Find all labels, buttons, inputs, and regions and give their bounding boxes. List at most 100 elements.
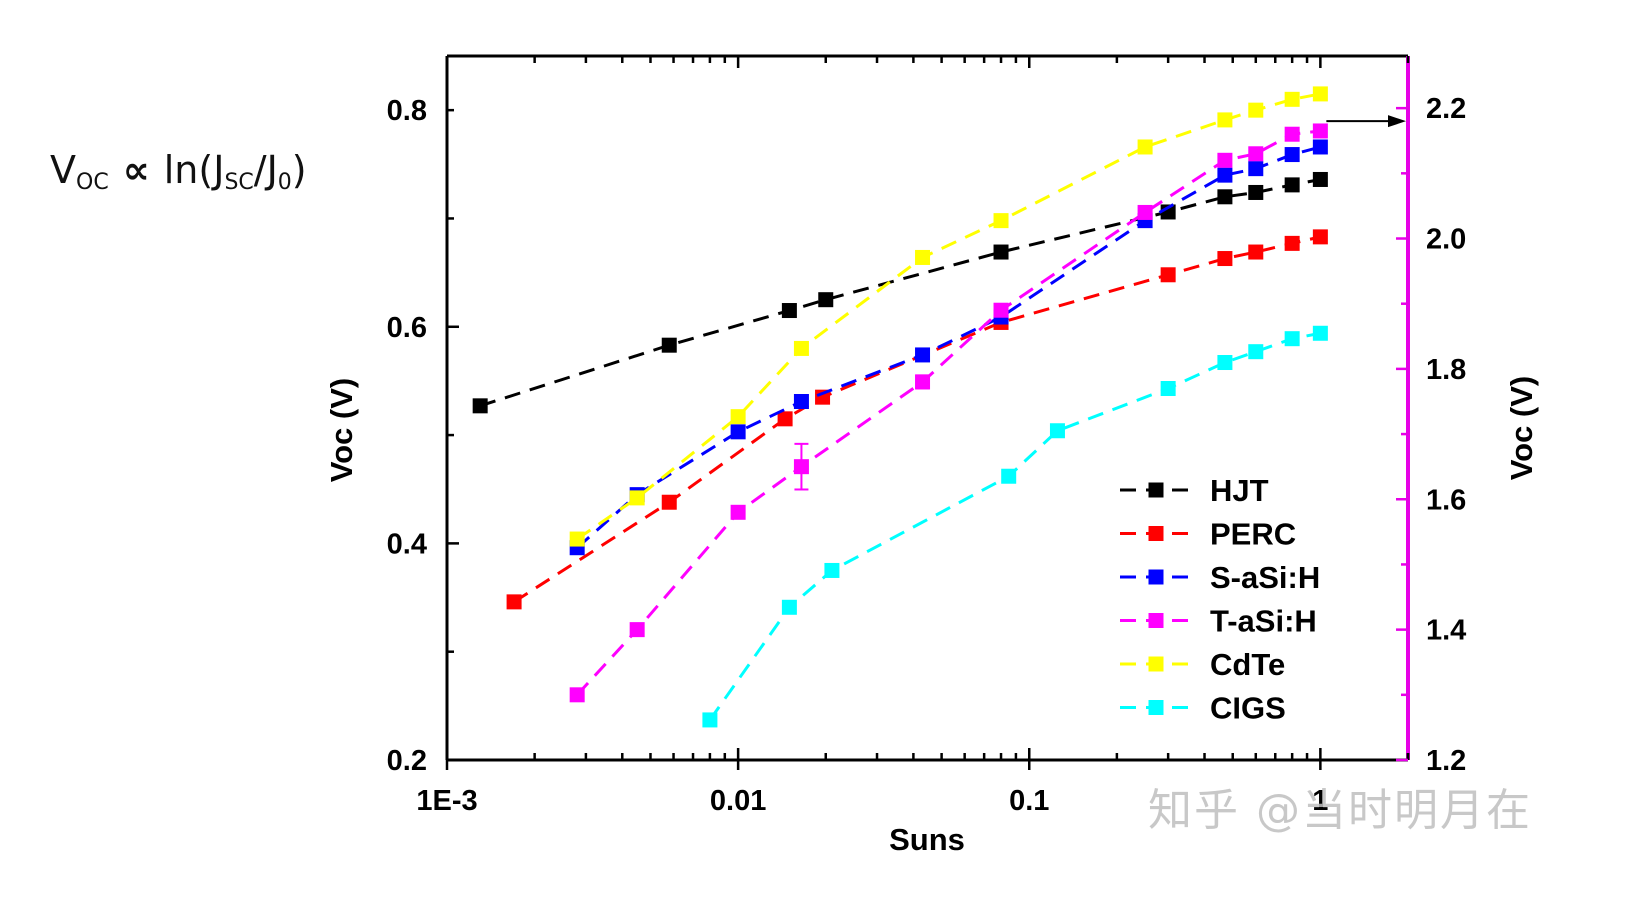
- data-point: [1312, 139, 1328, 155]
- legend-marker: [1148, 613, 1164, 628]
- chart-legend: HJT PERC S-aSi:H T-aSi:H CdTe CIGS: [1120, 473, 1320, 726]
- series-hjt: [472, 171, 1328, 414]
- series-line: [479, 177, 1321, 408]
- watermark: 知乎 @当时明月在: [1148, 785, 1532, 836]
- y-tick-label: 0.6: [387, 312, 427, 344]
- formula-jsc-sub: SC: [224, 170, 254, 195]
- data-point: [730, 424, 746, 440]
- data-point: [1248, 184, 1264, 200]
- data-point: [569, 531, 585, 547]
- data-point: [1312, 229, 1328, 245]
- legend-marker: [1148, 526, 1164, 541]
- y2-tick-label: 1.4: [1426, 615, 1466, 647]
- data-point: [1248, 161, 1264, 177]
- data-point: [1312, 325, 1328, 341]
- data-point: [1137, 204, 1153, 220]
- y2-tick-label: 1.2: [1426, 745, 1466, 777]
- data-point: [661, 337, 677, 353]
- data-point: [793, 459, 809, 475]
- data-point: [993, 213, 1009, 229]
- data-point: [818, 292, 834, 308]
- legend-marker: [1148, 700, 1164, 715]
- data-point: [1248, 244, 1264, 260]
- data-point: [1137, 139, 1153, 155]
- data-point: [781, 303, 797, 319]
- series-line: [708, 331, 1321, 721]
- data-point: [793, 340, 809, 356]
- data-point: [629, 622, 645, 638]
- legend-item: PERC: [1120, 517, 1296, 552]
- data-point: [1284, 331, 1300, 347]
- series-t-asi-h: [569, 123, 1328, 703]
- y2-tick-label: 2.2: [1426, 93, 1466, 125]
- y2-tick-label: 2.0: [1426, 224, 1466, 256]
- data-point: [1284, 235, 1300, 251]
- legend-marker: [1148, 656, 1164, 672]
- data-point: [1284, 177, 1300, 193]
- chart-axes: 1E-3 0.01 0.1 1 Suns 0.2 0.4 0.6 0.8 Voc (V) 1.2 1.…: [324, 54, 1539, 857]
- formula-v-sub: OC: [76, 170, 109, 195]
- legend-label: CIGS: [1210, 691, 1286, 726]
- data-point: [1248, 102, 1264, 118]
- legend-marker: [1148, 569, 1164, 585]
- data-point: [1217, 251, 1233, 267]
- data-point: [1284, 147, 1300, 163]
- data-point: [1217, 112, 1233, 128]
- y2-tick-label: 1.8: [1426, 354, 1466, 386]
- legend-label: S-aSi:H: [1210, 560, 1320, 595]
- formula-j0-sub: 0: [277, 170, 292, 195]
- data-point: [1049, 423, 1065, 439]
- data-point: [730, 504, 746, 520]
- data-point: [915, 347, 931, 363]
- data-point: [1284, 126, 1300, 142]
- data-point: [472, 398, 488, 414]
- data-point: [915, 249, 931, 265]
- series-line: [513, 235, 1321, 604]
- data-point: [1312, 171, 1328, 187]
- y-tick-label: 0.2: [387, 745, 427, 777]
- data-point: [1312, 123, 1328, 139]
- x-tick-label: 1: [1312, 785, 1328, 817]
- legend-item: S-aSi:H: [1120, 560, 1320, 595]
- formula-ln: ln(J: [163, 148, 225, 192]
- y2-tick-label: 1.6: [1426, 484, 1466, 516]
- data-point: [629, 490, 645, 506]
- formula-slash: /J: [253, 148, 278, 192]
- axis-arrow-head: [1388, 115, 1406, 128]
- data-point: [1217, 167, 1233, 183]
- data-point: [702, 712, 718, 728]
- legend-label: CdTe: [1210, 647, 1285, 682]
- legend-label: PERC: [1210, 517, 1296, 552]
- formula-proportional: ∝: [122, 148, 150, 192]
- data-point: [1248, 344, 1264, 360]
- formula-close: ): [291, 148, 307, 192]
- data-point: [661, 494, 677, 510]
- y-tick-label: 0.4: [387, 528, 427, 560]
- legend-label: HJT: [1210, 473, 1269, 508]
- legend-item: CIGS: [1120, 691, 1286, 726]
- data-point: [1217, 152, 1233, 168]
- series-cigs: [702, 325, 1328, 728]
- series-line: [576, 129, 1321, 696]
- data-point: [993, 244, 1009, 260]
- data-point: [1001, 468, 1017, 484]
- data-point: [915, 374, 931, 390]
- y-axis-label: Voc (V): [324, 378, 359, 483]
- voc-formula: VOC ∝ ln(JSC/J0): [50, 148, 307, 195]
- y-tick-label: 0.8: [387, 95, 427, 127]
- data-point: [730, 409, 746, 425]
- data-point: [1248, 146, 1264, 162]
- legend-item: T-aSi:H: [1120, 604, 1317, 639]
- x-tick-label: 0.01: [710, 785, 766, 817]
- series-cdte: [569, 86, 1328, 547]
- legend-marker: [1148, 482, 1164, 498]
- x-tick-label: 1E-3: [416, 785, 477, 817]
- data-point: [993, 302, 1009, 318]
- chart-series: [472, 86, 1328, 728]
- legend-item: CdTe: [1120, 647, 1285, 682]
- formula-v: V: [50, 148, 76, 192]
- data-point: [781, 599, 797, 615]
- x-axis-label: Suns: [889, 822, 965, 857]
- legend-item: HJT: [1120, 473, 1269, 508]
- data-point: [777, 411, 793, 427]
